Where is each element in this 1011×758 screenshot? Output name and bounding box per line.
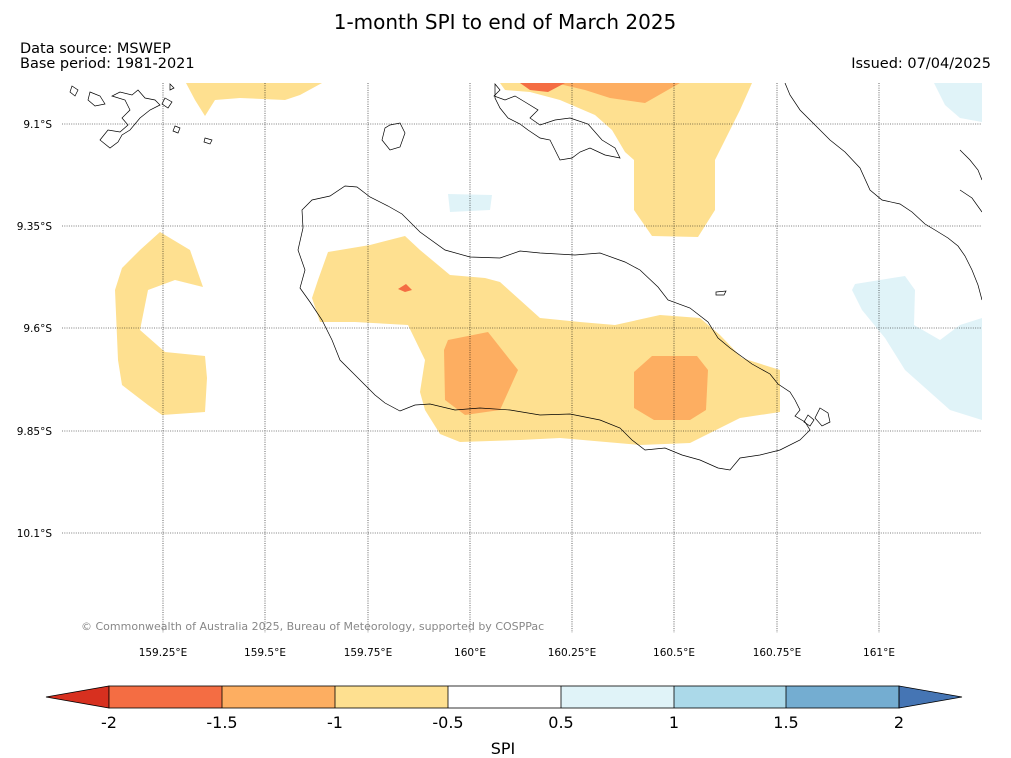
lat-tick-label: 9.6°S <box>23 323 52 335</box>
colorbar-tick-label: 1.5 <box>773 713 798 732</box>
spi-area-wet <box>934 83 982 122</box>
colorbar-segment <box>222 686 335 708</box>
lon-tick-label: 160°E <box>454 647 486 659</box>
coastline-islet <box>803 414 815 427</box>
spi-area-dry <box>186 83 322 116</box>
coastline-malaita <box>784 83 982 301</box>
base-period-text: Base period: 1981-2021 <box>20 56 195 72</box>
colorbar-tick-label: 1 <box>669 713 679 732</box>
coastline-islet <box>715 290 727 296</box>
coastline-florida-islands <box>493 83 621 161</box>
spi-area-very-dry <box>520 83 565 92</box>
coastline-islet <box>814 407 831 427</box>
coastline-islet <box>169 83 175 91</box>
colorbar-tick-label: 2 <box>894 713 904 732</box>
colorbar-tick-label: 0.5 <box>548 713 573 732</box>
spi-area-moderately-dry <box>555 83 680 103</box>
spi-area-moderately-dry <box>398 284 412 292</box>
colorbar-tick-label: -2 <box>101 713 117 732</box>
spi-area-dry <box>312 236 780 445</box>
colorbar-segment <box>109 686 222 708</box>
spi-contour-fills <box>115 83 982 445</box>
coastline-malaita <box>959 189 982 213</box>
colorbar-min-arrow <box>45 685 110 709</box>
lon-tick-label: 159.75°E <box>344 647 393 659</box>
spi-colorbar: -2 -1.5 -1 -0.5 0.5 1 1.5 2 SPI <box>45 685 963 758</box>
colorbar-tick-label: -0.5 <box>432 713 463 732</box>
colorbar-segment <box>786 686 899 708</box>
lon-tick-label: 159.5°E <box>244 647 286 659</box>
colorbar-segment <box>561 686 674 708</box>
latitude-labels: 9.1°S 9.35°S 9.6°S 9.85°S 10.1°S <box>17 119 53 540</box>
longitude-labels: 159.25°E 159.5°E 159.75°E 160°E 160.25°E… <box>139 647 895 659</box>
data-source-text: Data source: MSWEP <box>20 41 171 57</box>
lon-tick-label: 160.75°E <box>753 647 802 659</box>
coastline-malaita <box>959 149 982 181</box>
lat-tick-label: 9.1°S <box>23 119 52 131</box>
map-title: 1-month SPI to end of March 2025 <box>334 10 677 34</box>
spi-area-dry <box>115 232 207 415</box>
coastline-islet <box>203 137 213 145</box>
spi-area-moderately-dry <box>634 356 708 420</box>
spi-area-dry <box>500 83 752 237</box>
coastline-russell-islands <box>69 85 161 149</box>
lon-tick-label: 160.25°E <box>548 647 597 659</box>
spi-area-wet <box>852 276 982 420</box>
colorbar-tick-label: -1 <box>327 713 343 732</box>
colorbar-segment <box>335 686 448 708</box>
colorbar-max-arrow <box>898 685 963 709</box>
lon-tick-label: 159.25°E <box>139 647 188 659</box>
coastline-islet <box>161 97 173 109</box>
lat-tick-label: 9.35°S <box>17 221 53 233</box>
coastline-guadalcanal <box>297 185 811 471</box>
spi-area-moderately-dry <box>444 332 518 415</box>
copyright-credit: © Commonwealth of Australia 2025, Bureau… <box>81 620 544 633</box>
issued-date-text: Issued: 07/04/2025 <box>851 56 991 72</box>
coastline-islet <box>172 125 181 134</box>
colorbar-segment <box>448 686 561 708</box>
lat-tick-label: 9.85°S <box>17 426 53 438</box>
coastline-savo <box>381 122 406 151</box>
lon-tick-label: 161°E <box>863 647 895 659</box>
map-panel <box>62 83 982 633</box>
coastlines <box>69 83 982 471</box>
colorbar-title: SPI <box>491 739 516 758</box>
map-gridlines <box>62 83 982 633</box>
colorbar-segment <box>674 686 786 708</box>
lat-tick-label: 10.1°S <box>17 528 53 540</box>
colorbar-tick-label: -1.5 <box>206 713 237 732</box>
lon-tick-label: 160.5°E <box>653 647 695 659</box>
